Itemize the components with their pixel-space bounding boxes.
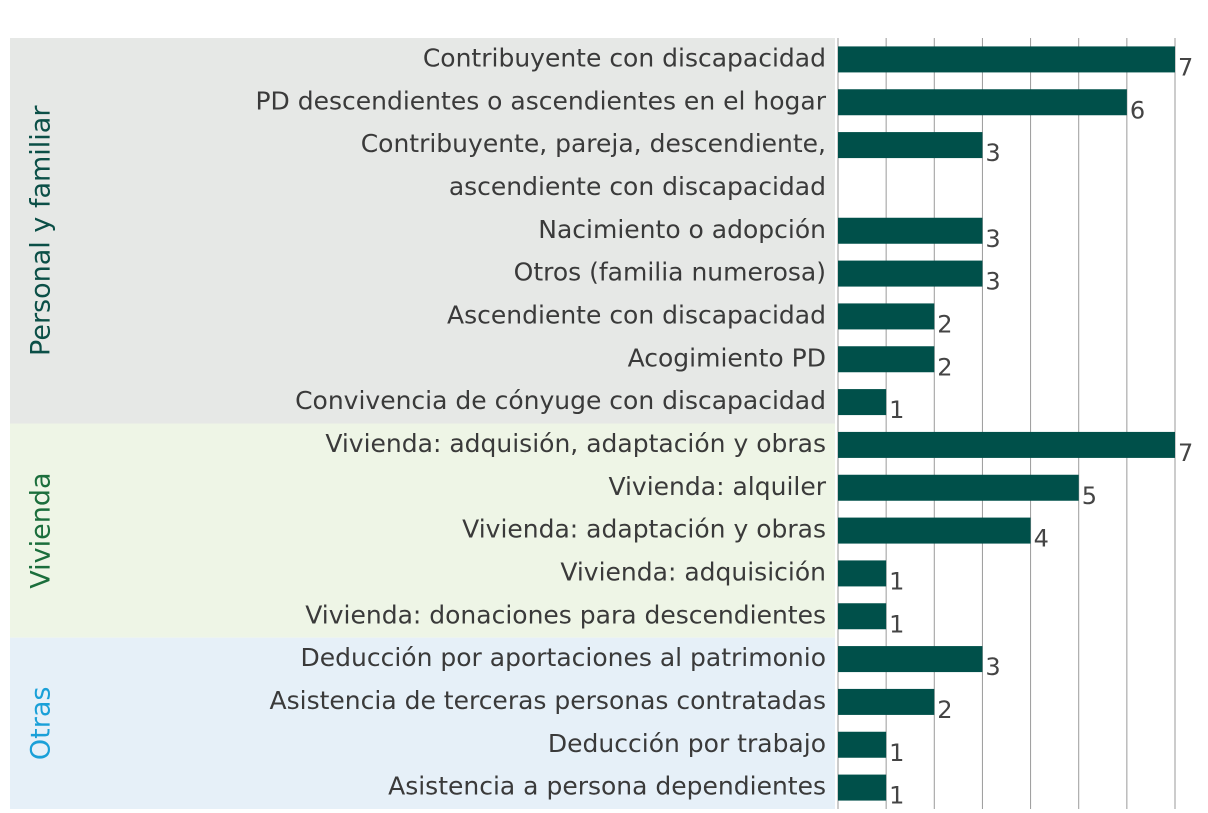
bar (838, 731, 887, 758)
bar (838, 217, 983, 244)
category-label: Asistencia de terceras personas contrata… (270, 686, 827, 715)
category-label: Convivencia de cónyuge con discapacidad (295, 386, 826, 415)
bar (838, 132, 983, 159)
category-label: Ascendiente con discapacidad (447, 300, 826, 329)
group-label: Vivienda (26, 472, 57, 588)
bar (838, 603, 887, 630)
category-label: Deducción por trabajo (548, 729, 826, 758)
value-label: 1 (889, 739, 904, 767)
category-label: Deducción por aportaciones al patrimonio (301, 643, 827, 672)
value-label: 3 (985, 225, 1000, 253)
value-label: 3 (985, 268, 1000, 296)
bar (838, 303, 935, 330)
value-label: 3 (985, 139, 1000, 167)
value-label: 7 (1178, 53, 1193, 81)
value-label: 2 (937, 310, 952, 338)
bar (838, 89, 1127, 116)
category-label: PD descendientes o ascendientes en el ho… (255, 86, 826, 115)
category-label: ascendiente con discapacidad (449, 172, 826, 201)
category-label: Asistencia a persona dependientes (388, 772, 826, 801)
category-label: Acogimiento PD (628, 343, 826, 372)
category-label: Vivienda: adaptación y obras (462, 515, 826, 544)
bar (838, 260, 983, 287)
group-label: Personal y familiar (26, 105, 57, 356)
bar (838, 517, 1031, 544)
group-background (10, 637, 835, 809)
category-label: Contribuyente con discapacidad (423, 43, 826, 72)
value-label: 1 (889, 567, 904, 595)
value-label: 1 (889, 782, 904, 809)
bar (838, 46, 1175, 73)
bar (838, 389, 887, 416)
group-background (10, 423, 835, 638)
category-label: Vivienda: adquisición (560, 557, 826, 586)
bar (838, 346, 935, 373)
category-label: Contribuyente, pareja, descendiente, (361, 129, 826, 158)
bar (838, 646, 983, 673)
value-label: 6 (1130, 96, 1145, 124)
value-label: 2 (937, 696, 952, 724)
bar (838, 560, 887, 587)
bar (838, 688, 935, 715)
value-label: 1 (889, 610, 904, 638)
bar (838, 774, 887, 801)
value-label: 1 (889, 396, 904, 424)
bar (838, 474, 1079, 501)
category-label: Vivienda: donaciones para descendientes (305, 600, 826, 629)
value-label: 4 (1034, 525, 1049, 553)
group-label: Otras (26, 687, 57, 761)
value-label: 2 (937, 353, 952, 381)
category-label: Vivienda: alquiler (608, 472, 826, 501)
category-label: Vivienda: adquisión, adaptación y obras (325, 429, 826, 458)
value-label: 7 (1178, 439, 1193, 467)
value-label: 3 (985, 653, 1000, 681)
category-label: Otros (familia numerosa) (514, 258, 826, 287)
bar (838, 431, 1175, 458)
value-label: 5 (1082, 482, 1097, 510)
category-label: Nacimiento o adopción (538, 215, 826, 244)
group-background (10, 38, 835, 424)
